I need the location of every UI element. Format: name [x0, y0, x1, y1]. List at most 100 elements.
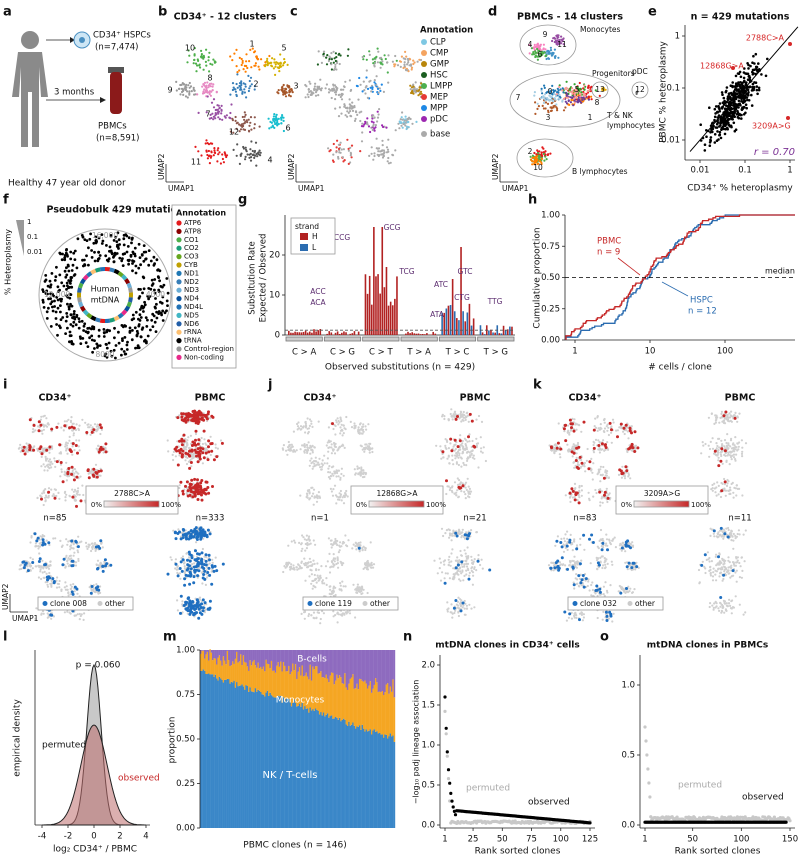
point: [145, 325, 149, 328]
cell: [194, 446, 197, 450]
point: [125, 234, 129, 238]
cell: [361, 448, 364, 451]
cell: [467, 420, 470, 423]
cell: [401, 126, 404, 129]
cell: [341, 443, 344, 446]
cell: [334, 472, 337, 475]
cell: [245, 60, 248, 63]
point: [149, 328, 152, 332]
cell: [308, 488, 311, 492]
callout: ATA: [430, 310, 445, 319]
cell: [34, 542, 38, 545]
point: [59, 318, 63, 321]
point: [742, 85, 746, 88]
point: [59, 252, 62, 256]
legend-dot: [421, 105, 427, 111]
cell: [217, 116, 220, 119]
clone-cell: [85, 431, 89, 434]
cell: [401, 118, 404, 121]
point: [149, 287, 153, 291]
clone-cell: [196, 498, 200, 501]
cell: [335, 61, 339, 65]
cell: [402, 121, 405, 124]
clone-cell: [189, 604, 193, 608]
cell: [330, 443, 333, 446]
cell: [289, 447, 292, 450]
clone-cell: [204, 559, 208, 563]
point: [714, 112, 717, 115]
cell: [89, 433, 92, 436]
cell: [464, 443, 467, 446]
cell: [246, 121, 249, 124]
cell: [40, 612, 43, 615]
cell: [457, 456, 460, 459]
cell: [286, 453, 289, 456]
cell: [586, 90, 589, 93]
cell: [480, 447, 483, 450]
bar: [443, 312, 446, 335]
point: [120, 347, 124, 351]
cell: [327, 467, 330, 470]
cell: [200, 53, 203, 56]
cell: [200, 56, 203, 59]
cell: [253, 151, 256, 154]
genome-segment: [117, 271, 124, 278]
cell: [176, 440, 179, 443]
cell: [329, 474, 332, 478]
point: [87, 246, 90, 250]
cell: [244, 158, 247, 161]
cell: [345, 415, 348, 419]
cell: [91, 542, 94, 545]
cell: [46, 425, 49, 428]
cell: [462, 410, 465, 414]
cluster-label: 13: [595, 85, 605, 94]
clone-cell: [71, 592, 75, 596]
cell: [556, 36, 559, 40]
cell: [327, 91, 331, 94]
point: [146, 294, 150, 298]
cell: [405, 69, 408, 72]
cell: [69, 548, 72, 551]
cell: [192, 62, 195, 65]
cell: [290, 89, 293, 92]
cell: [174, 558, 177, 561]
cell: [207, 86, 210, 89]
point: [155, 310, 159, 314]
cell: [542, 152, 546, 155]
point: [90, 256, 94, 259]
clone-cell: [199, 532, 203, 536]
point: [161, 285, 164, 289]
cell: [232, 131, 235, 134]
cell: [295, 449, 298, 452]
cell: [412, 59, 415, 62]
cell: [386, 148, 390, 151]
point: [709, 136, 713, 139]
cell: [343, 446, 346, 449]
point: [732, 111, 736, 115]
cell: [64, 499, 67, 502]
panel-letter: k: [533, 378, 542, 393]
cell: [347, 162, 350, 165]
cell: [25, 442, 28, 445]
cell: [281, 114, 284, 117]
point: [148, 295, 152, 298]
cell: [36, 447, 39, 450]
cell: [276, 124, 279, 127]
cell: [547, 153, 550, 156]
clone-cell: [200, 498, 204, 502]
point: [137, 266, 141, 270]
legend-box: [171, 204, 237, 369]
cell: [575, 95, 578, 99]
cell: [310, 420, 313, 423]
bar: [290, 332, 292, 335]
clone-cell: [192, 490, 195, 494]
point: [730, 111, 733, 115]
cell: [38, 545, 42, 548]
cell: [354, 473, 357, 476]
cell: [243, 115, 246, 118]
cluster-label: 1: [588, 113, 593, 122]
cell: [193, 47, 196, 50]
point: [49, 297, 52, 300]
cell: [309, 93, 313, 96]
axis-title: % Heteroplasmy: [4, 229, 13, 295]
